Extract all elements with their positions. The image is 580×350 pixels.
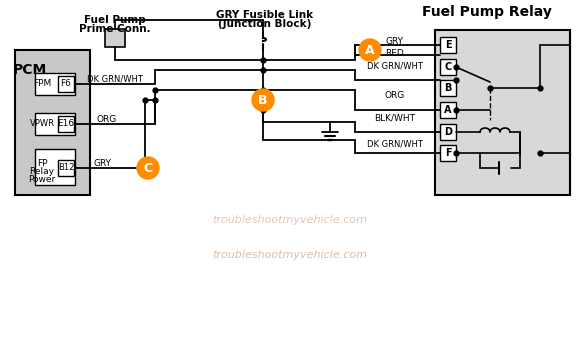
Text: B12: B12: [58, 163, 74, 173]
Text: troubleshootmyvehicle.com: troubleshootmyvehicle.com: [212, 250, 368, 260]
Bar: [58, 76, 74, 92]
Circle shape: [252, 89, 274, 111]
Text: E16: E16: [57, 119, 75, 128]
Text: DK GRN/WHT: DK GRN/WHT: [367, 62, 423, 70]
Text: C: C: [143, 161, 153, 175]
Text: Power: Power: [28, 175, 56, 184]
Text: F: F: [445, 148, 451, 158]
Text: (Junction Block): (Junction Block): [218, 19, 311, 29]
Text: FP: FP: [37, 160, 47, 168]
Text: Relay: Relay: [30, 168, 55, 176]
Circle shape: [137, 157, 159, 179]
Bar: [35, 113, 75, 135]
Bar: [105, 29, 125, 47]
Text: GRY: GRY: [94, 159, 112, 168]
Text: B: B: [444, 83, 452, 93]
Polygon shape: [499, 162, 511, 174]
Text: GRY: GRY: [386, 36, 404, 46]
Bar: [35, 73, 75, 95]
Text: DK GRN/WHT: DK GRN/WHT: [87, 75, 143, 84]
Text: troubleshootmyvehicle.com: troubleshootmyvehicle.com: [212, 215, 368, 225]
Text: DK GRN/WHT: DK GRN/WHT: [367, 140, 423, 148]
Text: FPM: FPM: [33, 79, 51, 89]
Text: VPWR: VPWR: [30, 119, 55, 128]
Bar: [58, 160, 74, 176]
Bar: [440, 102, 456, 118]
Bar: [440, 59, 456, 75]
Circle shape: [359, 39, 381, 61]
Text: C: C: [444, 62, 452, 72]
Bar: [440, 145, 456, 161]
Text: GRY Fusible Link: GRY Fusible Link: [216, 10, 314, 20]
Bar: [440, 80, 456, 96]
Text: A: A: [444, 105, 452, 115]
Text: Fuel Pump: Fuel Pump: [84, 15, 146, 25]
Text: B: B: [258, 93, 268, 106]
Text: PCM: PCM: [13, 63, 47, 77]
Text: RED: RED: [386, 49, 404, 58]
Bar: [35, 149, 75, 185]
Text: ORG: ORG: [97, 114, 117, 124]
Bar: [435, 30, 570, 195]
Bar: [440, 37, 456, 53]
Bar: [440, 124, 456, 140]
Text: BLK/WHT: BLK/WHT: [375, 113, 415, 122]
Text: ORG: ORG: [385, 91, 405, 99]
Text: Fuel Pump Relay: Fuel Pump Relay: [422, 5, 552, 19]
Text: F6: F6: [60, 79, 71, 89]
Bar: [58, 116, 74, 132]
Text: D: D: [444, 127, 452, 137]
Bar: [15, 50, 90, 195]
Text: E: E: [445, 40, 451, 50]
Text: Prime Conn.: Prime Conn.: [79, 24, 151, 34]
Text: A: A: [365, 43, 375, 56]
